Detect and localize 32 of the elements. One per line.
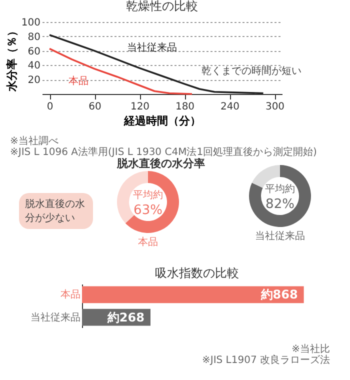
text: ※JIS L 1096 A法準用(JIS L 1930 C4M法1回処理直後から測定開始) <box>9 147 318 158</box>
text: 脱水直後の水分が少ない <box>19 192 93 228</box>
x-tick-label: 180 <box>175 102 195 112</box>
y-axis-title: 水分率（％） <box>5 26 18 92</box>
chart-title: 乾燥性の比較 <box>126 0 198 13</box>
x-tick-label: 240 <box>220 102 240 112</box>
text: 本品 <box>138 236 158 248</box>
y-tick-label: 80 <box>28 32 40 43</box>
y-tick-label: 100 <box>21 18 40 28</box>
text: ※当社調べ <box>9 136 60 147</box>
x-tick-label: 300 <box>265 102 285 112</box>
x-tick-label: 0 <box>46 102 54 112</box>
annotation: 乾くまでの時間が短い <box>202 64 302 77</box>
data-label: 約268 <box>106 310 144 324</box>
text: 平均約 <box>133 189 163 201</box>
x-tick-label: 120 <box>130 102 150 112</box>
donut-slice <box>125 171 179 233</box>
text: ※当社比 <box>290 344 331 355</box>
chart-title: 吸水指数の比較 <box>155 266 239 280</box>
series-label: 当社従来品 <box>127 41 177 54</box>
data-label: 63% <box>134 203 162 218</box>
series-label: 本品 <box>68 74 88 87</box>
data-label: 82% <box>266 196 294 212</box>
y-tick-label: 当社従来品 <box>30 311 80 324</box>
y-tick-label: 20 <box>28 75 40 86</box>
y-tick-label: 60 <box>28 46 40 58</box>
text: 平均約 <box>265 182 295 194</box>
text: 当社従来品 <box>255 230 305 242</box>
text: ※JIS L1907 改良ラローズ法 <box>200 355 331 366</box>
y-tick-label: 40 <box>28 60 40 72</box>
data-label: 約868 <box>260 288 298 302</box>
x-tick-label: 60 <box>88 102 102 112</box>
